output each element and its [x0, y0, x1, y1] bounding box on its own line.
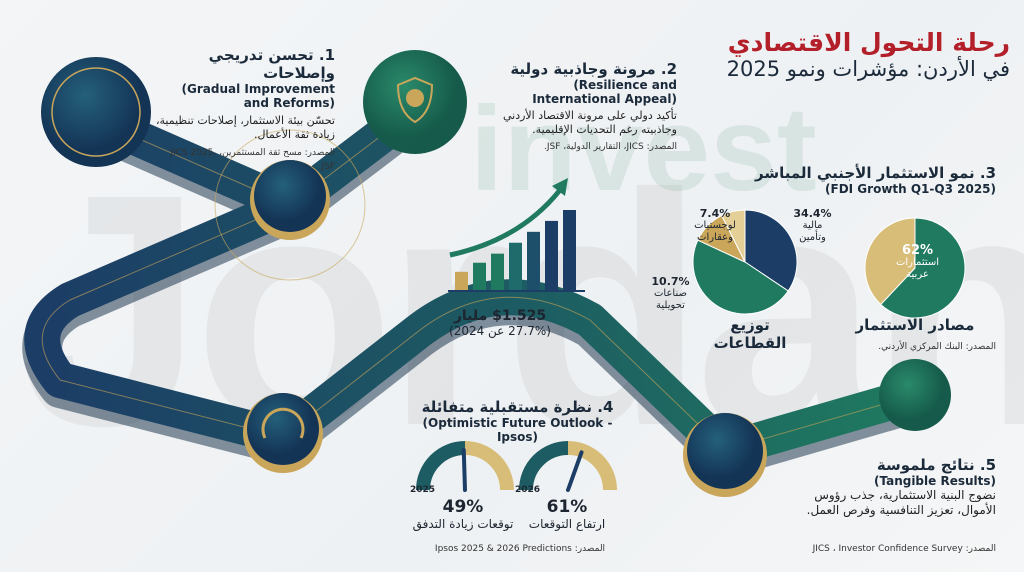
fdi-bar-icon: [448, 210, 585, 292]
gauge-needle: [461, 448, 467, 492]
main-title: رحلة التحول الاقتصادي في الأردن: مؤشرات …: [630, 28, 1010, 81]
node-2: [363, 50, 467, 154]
logistics-value: 7.4%: [699, 207, 731, 220]
sector-pie-title: توزيع القطاعات: [713, 316, 787, 352]
step-5-heading: 5. نتائج ملموسة: [876, 456, 996, 474]
step-1-body: تحسّن بيئة الاستثمار، إصلاحات تنظيمية، ز…: [155, 114, 335, 141]
fdi-change: (27.7% عن 2024): [449, 324, 551, 338]
step-1-heading: 1. تحسن تدريجي وإصلاحات: [208, 46, 335, 82]
finance-value: 34.4%: [793, 207, 832, 220]
gauge-2025: 49% توقعات زيادة التدفق: [408, 497, 518, 531]
step-5-english: (Tangible Results): [873, 474, 996, 488]
arab-label: استثمارات عربية: [895, 257, 940, 280]
step-4-heading: 4. نظرة مستقبلية متفائلة: [421, 398, 614, 416]
step-2-body: تأكيد دولي على مرونة الاقتصاد الأردني وج…: [502, 109, 677, 136]
gauge-2026-label: ارتفاع التوقعات: [528, 517, 606, 531]
gauge-arc-low: [416, 441, 466, 491]
step-1-source: المصدر: مسح ثقة المستثمرين، JICS 2025، J…: [170, 148, 335, 172]
step-4: 4. نظرة مستقبلية متفائلة (Optimistic Fut…: [405, 398, 630, 444]
node-5: [683, 413, 767, 497]
icon-bar: [473, 262, 486, 290]
step-1-english: (Gradual Improvement and Reforms): [181, 82, 335, 110]
pie-slice: [721, 209, 746, 263]
fdi-center: $1.525 مليار (27.7% عن 2024): [430, 308, 570, 338]
arab-value: 62%: [901, 243, 934, 258]
title-line-1: رحلة التحول الاقتصادي: [727, 28, 1010, 57]
fdi-value: $1.525 مليار: [453, 308, 547, 324]
step-2-english: (Resilience and International Appeal): [532, 78, 677, 106]
source-pie-title: مصادر الاستثمار: [855, 316, 975, 334]
label-manufacturing: 10.7% صناعات تحويلية: [648, 276, 693, 312]
logistics-label: لوجستيات وعقارات: [694, 220, 736, 243]
step-3-source: المصدر: البنك المركزي الأردني.: [878, 342, 996, 352]
growth-arrow-icon: [449, 188, 562, 258]
step-3: 3. نمو الاستثمار الأجنبي المباشر (FDI Gr…: [696, 164, 996, 196]
node-4: [243, 393, 323, 473]
label-arab: 62% استثمارات عربية: [890, 243, 945, 281]
step-2: 2. مرونة وجاذبية دولية (Resilience and I…: [492, 60, 677, 154]
label-finance: 34.4% مالية وتأمين: [790, 208, 835, 244]
node-3: [250, 160, 330, 240]
finance-label: مالية وتأمين: [799, 220, 826, 243]
gauge-2026-year: 2026: [515, 485, 541, 495]
icon-bar: [527, 231, 540, 290]
pie-slice: [880, 217, 966, 319]
icon-bar: [455, 271, 468, 290]
icon-bar: [545, 220, 558, 290]
pie-slice: [744, 209, 798, 292]
gauge-2025-year: 2025: [410, 485, 436, 495]
gauge-2026-value: 61%: [546, 497, 588, 517]
gauge-arc-high: [567, 441, 617, 491]
label-logistics: 7.4% لوجستيات وعقارات: [690, 208, 740, 244]
icon-bar: [563, 210, 576, 290]
node-6: [879, 359, 951, 431]
node-1: [41, 57, 151, 167]
step-1: 1. تحسن تدريجي وإصلاحات (Gradual Improve…: [155, 46, 335, 174]
step-5-source: المصدر: JICS ، Investor Confidence Surve…: [812, 544, 996, 554]
title-line-2: في الأردن: مؤشرات ونمو 2025: [726, 57, 1010, 81]
step-5: 5. نتائج ملموسة (Tangible Results) نضوج …: [796, 456, 996, 518]
gauge-arc-high: [464, 441, 514, 491]
icon-bar: [509, 242, 522, 290]
manufacturing-label: صناعات تحويلية: [654, 288, 687, 311]
step-4-english: (Optimistic Future Outlook - Ipsos): [422, 416, 613, 444]
step-5-body: نضوج البنية الاستثمارية، جذب رؤوس الأموا…: [806, 488, 996, 517]
step-2-source: المصدر: JICS، التقارير الدولية، JSF.: [543, 142, 677, 152]
pie-slice: [692, 239, 789, 315]
pie-slice: [864, 217, 916, 306]
step-3-heading: 3. نمو الاستثمار الأجنبي المباشر: [755, 164, 996, 182]
gauge-arc-low: [519, 441, 569, 491]
step-2-heading: 2. مرونة وجاذبية دولية: [510, 60, 677, 78]
step-4-source: المصدر: Ipsos 2025 & 2026 Predictions: [434, 544, 606, 554]
icon-bar: [491, 253, 504, 290]
gauge-2025-label: توقعات زيادة التدفق: [412, 517, 514, 531]
gauge-2025-value: 49%: [442, 497, 484, 517]
step-3-english: (FDI Growth Q1-Q3 2025): [825, 182, 996, 196]
manufacturing-value: 10.7%: [651, 275, 690, 288]
gauge-needle: [566, 450, 584, 492]
gauge-2026: 61% ارتفاع التوقعات: [512, 497, 622, 531]
